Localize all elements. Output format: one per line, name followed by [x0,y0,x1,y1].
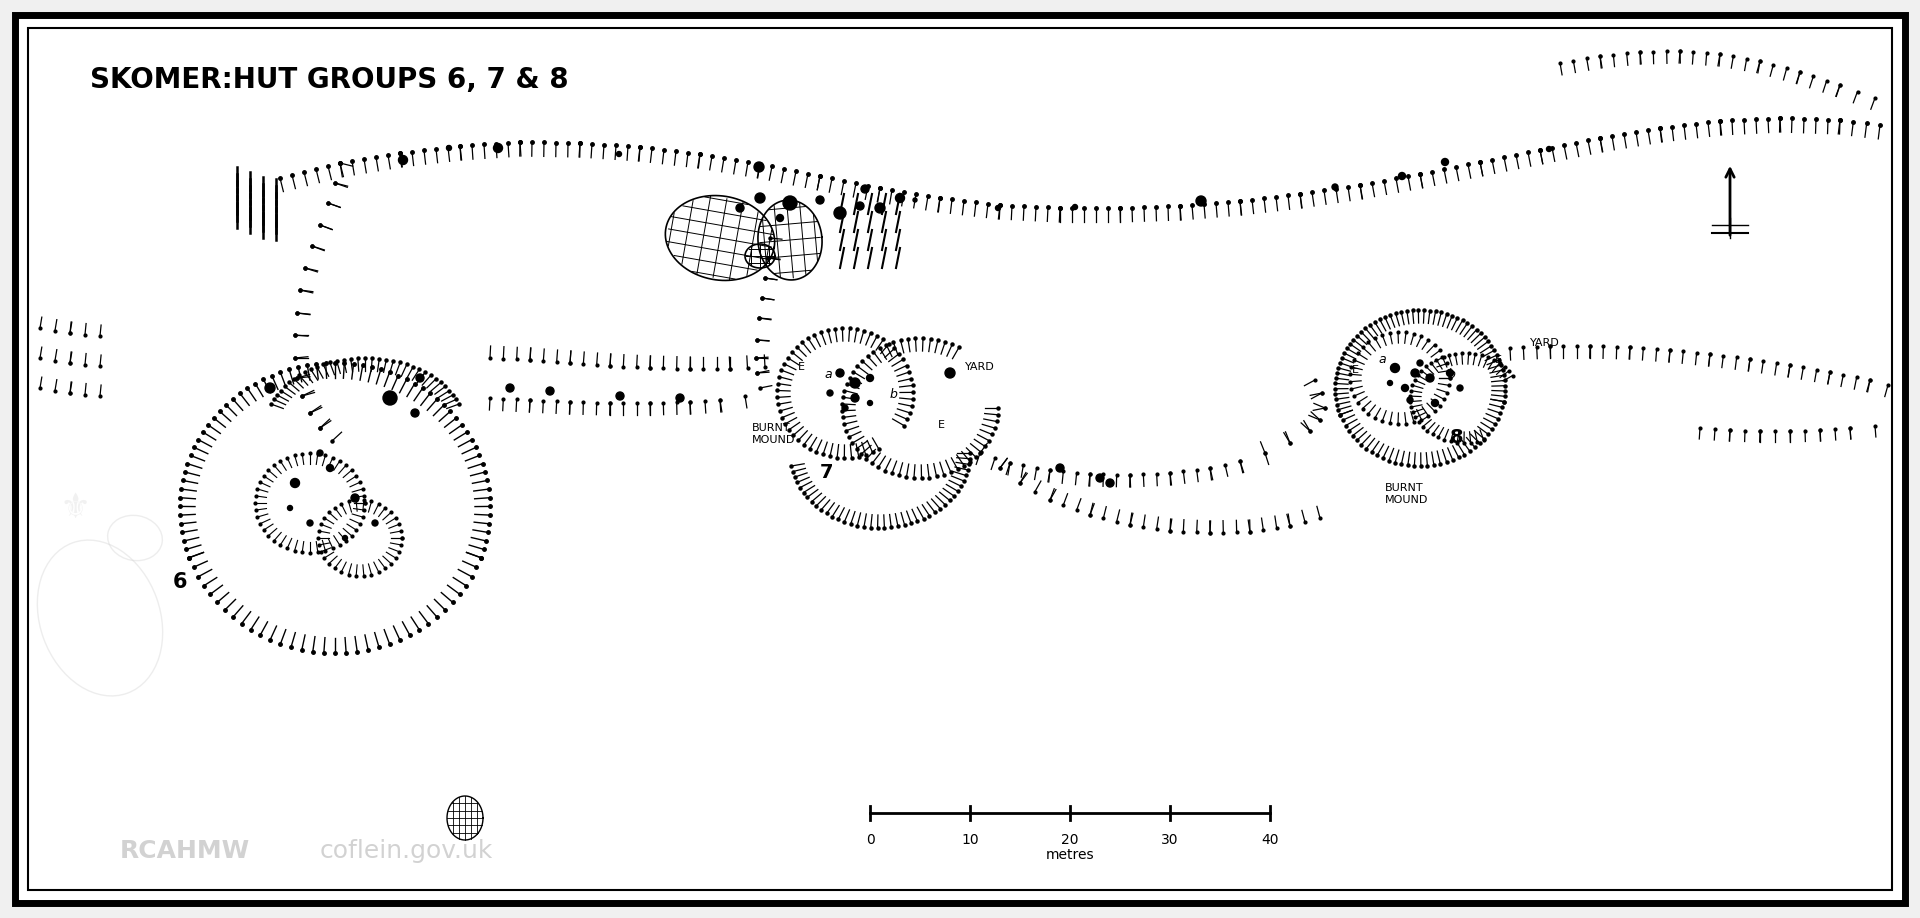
Circle shape [290,478,300,487]
Circle shape [545,387,555,395]
Circle shape [507,384,515,392]
Circle shape [307,520,313,526]
Text: SKOMER:HUT GROUPS 6, 7 & 8: SKOMER:HUT GROUPS 6, 7 & 8 [90,66,568,94]
Circle shape [342,535,348,541]
Text: b: b [891,388,899,401]
Circle shape [493,143,503,152]
Circle shape [860,185,870,193]
Circle shape [1407,397,1413,403]
Circle shape [1446,370,1453,376]
Circle shape [1457,385,1463,391]
Circle shape [1056,464,1064,472]
Circle shape [851,394,858,402]
Circle shape [326,465,334,472]
Circle shape [317,450,323,456]
Circle shape [382,391,397,405]
Circle shape [288,506,292,510]
Text: ⚜: ⚜ [60,491,90,525]
Circle shape [1427,374,1434,382]
Circle shape [835,369,845,377]
Circle shape [816,196,824,204]
Circle shape [995,206,1000,210]
Circle shape [616,392,624,400]
Circle shape [843,405,849,411]
Circle shape [1096,474,1104,482]
Circle shape [1390,364,1400,373]
Circle shape [755,193,764,203]
Circle shape [1332,184,1338,190]
Text: a: a [824,368,831,381]
Circle shape [735,204,745,212]
Circle shape [1442,159,1448,165]
Circle shape [828,390,833,396]
Text: 6: 6 [173,572,188,592]
Text: metres: metres [1046,848,1094,862]
Circle shape [783,196,797,210]
Text: 20: 20 [1062,833,1079,847]
Text: BURNT
MOUND: BURNT MOUND [1384,483,1428,505]
Text: 8: 8 [1450,428,1463,447]
Circle shape [945,368,954,378]
Text: E: E [1496,355,1501,365]
Text: a: a [1379,353,1386,366]
Circle shape [447,145,451,151]
Circle shape [399,155,407,164]
Circle shape [676,394,684,402]
Circle shape [856,202,864,210]
Circle shape [1073,205,1077,209]
Circle shape [851,378,860,388]
Text: 7: 7 [820,463,833,482]
Circle shape [868,400,872,406]
Circle shape [833,207,847,219]
Text: E: E [799,362,804,372]
Text: 0: 0 [866,833,874,847]
Circle shape [616,151,622,156]
Circle shape [417,374,424,382]
Circle shape [1398,173,1405,180]
Circle shape [876,203,885,213]
Circle shape [1388,380,1392,386]
Text: 40: 40 [1261,833,1279,847]
Text: YARD: YARD [966,362,995,372]
Text: E: E [1352,365,1359,375]
Circle shape [895,194,904,203]
Circle shape [1196,196,1206,206]
Circle shape [1411,369,1419,377]
Text: coflein.gov.uk: coflein.gov.uk [321,839,493,863]
Text: 10: 10 [962,833,979,847]
Circle shape [1432,399,1438,407]
Circle shape [351,494,359,502]
Text: E: E [939,420,945,430]
Circle shape [1402,385,1409,391]
Circle shape [372,520,378,526]
Circle shape [265,383,275,393]
Circle shape [776,215,783,221]
Text: RCAHMW: RCAHMW [121,839,250,863]
Text: 30: 30 [1162,833,1179,847]
Circle shape [1546,147,1551,151]
Circle shape [866,375,874,382]
Text: BURNT
MOUND: BURNT MOUND [753,423,795,444]
Text: b: b [1448,368,1455,381]
Circle shape [755,162,764,172]
Text: YARD: YARD [1530,338,1559,348]
Circle shape [914,198,918,202]
Circle shape [1106,479,1114,487]
Circle shape [411,409,419,417]
Circle shape [1417,360,1423,366]
